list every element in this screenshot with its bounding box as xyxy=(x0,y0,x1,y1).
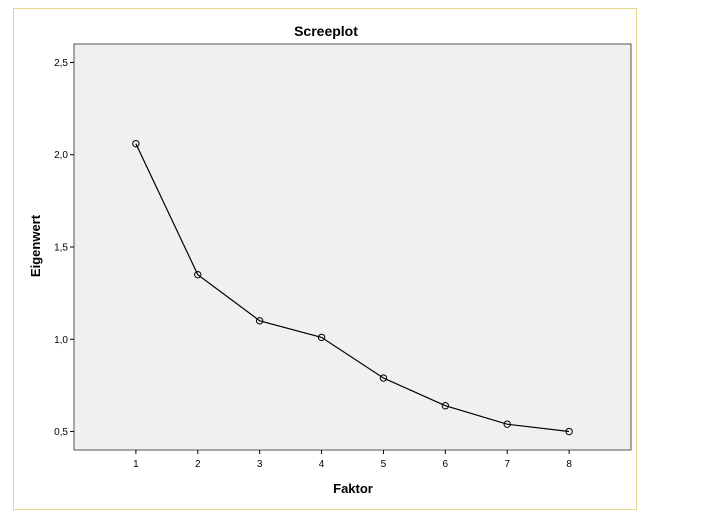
y-tick-label: 1,0 xyxy=(54,335,68,346)
data-point xyxy=(255,317,264,325)
x-tick-label: 1 xyxy=(133,459,139,470)
x-tick-label: 6 xyxy=(443,459,449,470)
data-point xyxy=(503,420,511,428)
data-point xyxy=(565,427,573,436)
x-tick-label: 3 xyxy=(257,459,263,470)
plot-area xyxy=(73,43,632,451)
data-point xyxy=(317,333,326,342)
x-tick-label: 7 xyxy=(504,459,510,470)
y-tick-label: 0,5 xyxy=(54,427,68,438)
y-tick-label: 2,5 xyxy=(54,58,68,69)
data-point xyxy=(379,374,388,382)
data-point xyxy=(441,402,450,410)
y-axis-ticks: 0,5 1,0 1,5 2,0 2,5 xyxy=(54,58,74,438)
x-tick-label: 5 xyxy=(381,459,387,470)
x-tick-label: 4 xyxy=(319,459,325,470)
eigenvalue-line xyxy=(135,143,570,433)
data-point xyxy=(132,139,140,148)
x-tick-label: 8 xyxy=(566,459,572,470)
y-tick-label: 1,5 xyxy=(54,243,68,254)
x-axis-ticks: 1 2 3 4 5 6 7 8 xyxy=(133,450,572,470)
y-tick-label: 2,0 xyxy=(54,150,68,161)
chart-title: Screeplot xyxy=(294,23,358,39)
x-tick-label: 2 xyxy=(195,459,201,470)
data-points xyxy=(132,139,573,436)
y-axis-label: Eigenwert xyxy=(28,214,43,277)
data-point xyxy=(194,270,202,279)
x-axis-label: Faktor xyxy=(333,481,373,496)
